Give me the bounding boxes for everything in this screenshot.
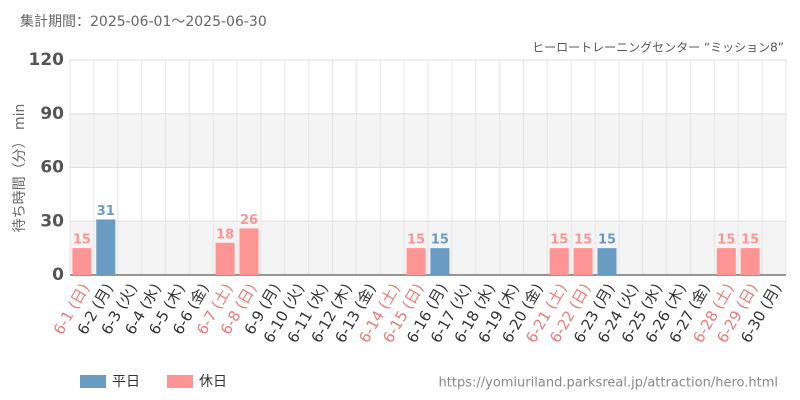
data-label: 15: [431, 233, 449, 248]
bar: [72, 248, 92, 275]
legend-swatch: [80, 375, 106, 388]
legend-label: 休日: [199, 374, 227, 390]
legend-swatch: [167, 375, 193, 388]
data-label: 26: [240, 213, 258, 228]
y-tick-label: 0: [52, 265, 64, 285]
data-label: 31: [97, 204, 115, 219]
data-label: 15: [598, 233, 616, 248]
bar: [96, 219, 116, 275]
y-tick-label: 60: [40, 158, 64, 178]
y-axis-title: 待ち時間（分） min: [12, 104, 28, 233]
y-tick-label: 120: [29, 50, 65, 70]
bar: [215, 242, 235, 275]
bar: [430, 248, 450, 275]
chart-title: 集計期間：2025-06-01～2025-06-30: [20, 13, 267, 30]
source: https://yomiuriland.parksreal.jp/attract…: [439, 376, 778, 391]
y-tick-label: 30: [40, 211, 64, 231]
bar: [740, 248, 760, 275]
data-label: 18: [216, 227, 234, 242]
legend-label: 平日: [112, 374, 140, 390]
bar: [573, 248, 593, 275]
bar: [239, 228, 259, 275]
data-label: 15: [407, 233, 425, 248]
data-label: 15: [741, 233, 759, 248]
data-label: 15: [717, 233, 735, 248]
bar: [716, 248, 736, 275]
data-label: 15: [574, 233, 592, 248]
data-label: 15: [73, 233, 91, 248]
y-tick-label: 90: [40, 104, 64, 124]
bar: [549, 248, 569, 275]
bar: [597, 248, 617, 275]
chart-subtitle: ヒーロートレーニングセンター “ミッション8”: [532, 41, 784, 55]
data-label: 15: [550, 233, 568, 248]
bar: [406, 248, 426, 275]
